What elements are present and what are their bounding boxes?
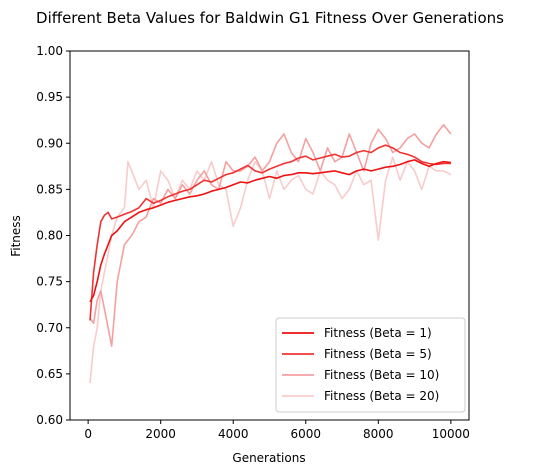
y-tick-label: 0.70 [36,321,63,335]
y-tick-label: 0.80 [36,229,63,243]
legend-label-2: Fitness (Beta = 5) [324,347,432,361]
y-axis: 0.60 0.65 0.70 0.75 0.80 0.85 0.90 0.95 1.00 [36,44,70,427]
series-line-4 [89,156,452,384]
legend-box [275,317,466,413]
x-axis: 0 2000 4000 6000 8000 10000 [84,420,470,441]
series-line-1 [89,159,451,303]
y-tick-label: 0.90 [36,136,63,150]
series-line-3 [89,124,452,348]
x-tick-label: 6000 [290,427,321,441]
x-tick-label: 10000 [432,427,470,441]
legend-label-3: Fitness (Beta = 10) [324,368,439,382]
y-tick-label: 0.85 [36,182,63,196]
x-tick-label: 4000 [218,427,249,441]
x-tick-label: 0 [84,427,92,441]
legend: Fitness (Beta = 1) Fitness (Beta = 5) Fitn… [275,317,466,413]
y-tick-label: 0.65 [36,367,63,381]
y-tick-label: 0.95 [36,90,63,104]
y-axis-label: Fitness [9,215,23,257]
legend-label-1: Fitness (Beta = 1) [324,326,432,340]
y-tick-label: 0.75 [36,275,63,289]
legend-label-4: Fitness (Beta = 20) [324,389,439,403]
y-tick-label: 0.60 [36,413,63,427]
chart-title: Different Beta Values for Baldwin G1 Fit… [36,9,504,27]
x-axis-label: Generations [232,451,305,465]
x-tick-label: 8000 [363,427,394,441]
series-line-2 [89,144,451,321]
x-tick-label: 2000 [145,427,176,441]
y-tick-label: 1.00 [36,44,63,58]
series-layer [89,124,452,384]
